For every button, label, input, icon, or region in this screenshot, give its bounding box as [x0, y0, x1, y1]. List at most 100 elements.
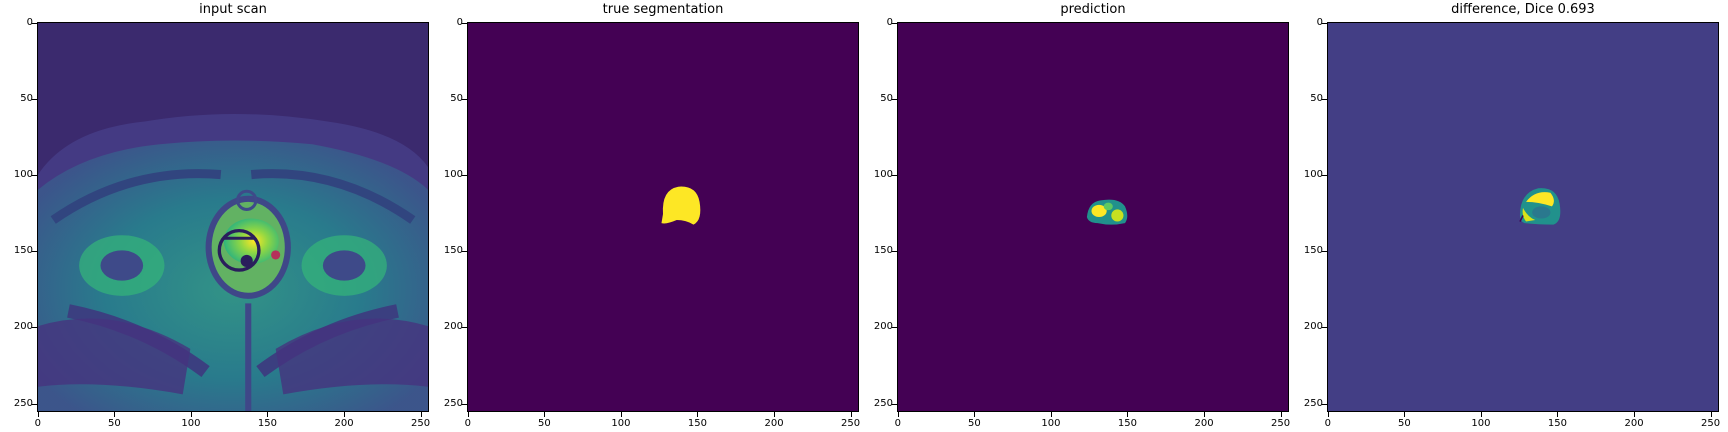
y-tick-label: 0: [456, 16, 463, 28]
y-tick-label: 0: [26, 16, 33, 28]
x-tick-label: 200: [1194, 418, 1214, 429]
x-tick-mark: [774, 412, 776, 417]
y-tick-label: 50: [1310, 92, 1323, 104]
panel-input-scan: input scan: [0, 0, 432, 432]
x-tick-label: 200: [1624, 418, 1644, 429]
x-tick-mark: [850, 412, 852, 417]
y-tick-mark: [32, 327, 37, 329]
y-tick-label: 100: [13, 169, 33, 181]
y-tick-mark: [32, 22, 37, 24]
y-tick-mark: [462, 98, 467, 100]
x-tick-label: 200: [334, 418, 354, 429]
x-tick-mark: [544, 412, 546, 417]
x-tick-label: 0: [1324, 418, 1331, 429]
y-tick-label: 100: [443, 169, 463, 181]
image-true-segmentation: [467, 22, 859, 412]
predicted-mask-image: [898, 23, 1288, 411]
x-tick-label: 250: [411, 418, 431, 429]
y-tick-label: 200: [443, 321, 463, 333]
y-tick-mark: [892, 327, 897, 329]
y-tick-label: 200: [13, 321, 33, 333]
x-tick-label: 100: [611, 418, 631, 429]
y-tick-mark: [1322, 175, 1327, 177]
y-tick-label: 50: [20, 92, 33, 104]
y-tick-label: 250: [1303, 397, 1323, 409]
x-tick-mark: [1204, 412, 1206, 417]
y-tick-label: 150: [873, 245, 893, 257]
x-tick-label: 150: [687, 418, 707, 429]
x-tick-label: 50: [107, 418, 121, 429]
x-tick-mark: [1050, 412, 1052, 417]
y-tick-label: 50: [880, 92, 893, 104]
x-tick-label: 0: [464, 418, 471, 429]
panel-true-segmentation: true segmentation 0 50 100 150 200 250 0 50 100 1…: [430, 0, 862, 432]
y-tick-mark: [892, 403, 897, 405]
y-tick-mark: [892, 22, 897, 24]
y-tick-label: 200: [1303, 321, 1323, 333]
y-tick-label: 0: [1316, 16, 1323, 28]
x-tick-mark: [620, 412, 622, 417]
y-tick-label: 150: [13, 245, 33, 257]
x-tick-mark: [1557, 412, 1559, 417]
y-tick-mark: [462, 327, 467, 329]
x-tick-mark: [974, 412, 976, 417]
x-tick-mark: [114, 412, 116, 417]
x-tick-mark: [1404, 412, 1406, 417]
panel-title: prediction: [1060, 2, 1126, 17]
x-tick-label: 150: [1547, 418, 1567, 429]
y-tick-mark: [32, 251, 37, 253]
x-tick-mark: [420, 412, 422, 417]
x-tick-label: 250: [1701, 418, 1721, 429]
y-tick-mark: [892, 251, 897, 253]
y-tick-mark: [1322, 327, 1327, 329]
difference-map-image: [1328, 23, 1718, 411]
image-difference: [1327, 22, 1719, 412]
x-tick-mark: [1634, 412, 1636, 417]
x-tick-mark: [1127, 412, 1129, 417]
x-tick-mark: [697, 412, 699, 417]
panel-difference: difference, Dice 0.693 0 50 100 150 200 250 0 5…: [1290, 0, 1722, 432]
y-tick-label: 250: [13, 397, 33, 409]
x-tick-label: 50: [537, 418, 551, 429]
y-tick-mark: [1322, 403, 1327, 405]
x-tick-mark: [1327, 412, 1329, 417]
y-tick-mark: [1322, 98, 1327, 100]
x-tick-label: 250: [1271, 418, 1291, 429]
x-tick-label: 250: [841, 418, 861, 429]
y-tick-label: 250: [873, 397, 893, 409]
y-tick-mark: [462, 22, 467, 24]
x-tick-label: 150: [1117, 418, 1137, 429]
image-input-scan: [37, 22, 429, 412]
x-tick-mark: [37, 412, 39, 417]
y-tick-mark: [32, 98, 37, 100]
x-tick-label: 200: [764, 418, 784, 429]
y-tick-label: 0: [886, 16, 893, 28]
x-tick-mark: [190, 412, 192, 417]
x-tick-label: 100: [1041, 418, 1061, 429]
y-tick-mark: [32, 403, 37, 405]
y-tick-label: 150: [443, 245, 463, 257]
y-tick-label: 50: [450, 92, 463, 104]
x-tick-label: 100: [1471, 418, 1491, 429]
y-tick-label: 100: [873, 169, 893, 181]
y-tick-label: 100: [1303, 169, 1323, 181]
x-tick-mark: [344, 412, 346, 417]
y-tick-mark: [1322, 22, 1327, 24]
mri-scan-image: [38, 23, 428, 411]
x-tick-mark: [897, 412, 899, 417]
x-tick-label: 100: [181, 418, 201, 429]
image-prediction: [897, 22, 1289, 412]
x-tick-label: 50: [967, 418, 981, 429]
panel-title: true segmentation: [602, 2, 724, 17]
y-tick-mark: [892, 175, 897, 177]
x-tick-mark: [1710, 412, 1712, 417]
panel-prediction: prediction 0 50 100 150 200 250 0 50 100 150 200 25…: [860, 0, 1292, 432]
y-tick-mark: [462, 403, 467, 405]
x-tick-mark: [1480, 412, 1482, 417]
x-tick-label: 150: [257, 418, 277, 429]
x-tick-mark: [1280, 412, 1282, 417]
ground-truth-mask-image: [468, 23, 858, 411]
x-tick-label: 0: [34, 418, 41, 429]
y-tick-mark: [462, 175, 467, 177]
y-tick-label: 200: [873, 321, 893, 333]
